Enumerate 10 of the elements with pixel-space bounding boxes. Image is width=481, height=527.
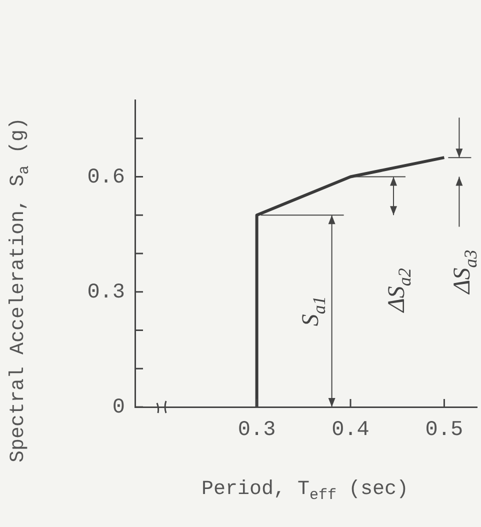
annotation: ΔSa3 bbox=[450, 250, 480, 295]
x-tick-label: 0.5 bbox=[425, 419, 464, 442]
annotation: Sa1 bbox=[298, 296, 329, 326]
y-tick-label: 0 bbox=[112, 396, 125, 420]
y-tick-label: 0.3 bbox=[87, 281, 125, 304]
x-tick-label: 0.3 bbox=[238, 419, 276, 442]
annotation: ΔSa2 bbox=[384, 268, 415, 314]
x-axis-title: Period, T$_{eff}$ (sec) bbox=[201, 478, 409, 504]
y-tick-label: 0.6 bbox=[87, 166, 125, 190]
x-tick-label: 0.4 bbox=[332, 419, 370, 442]
